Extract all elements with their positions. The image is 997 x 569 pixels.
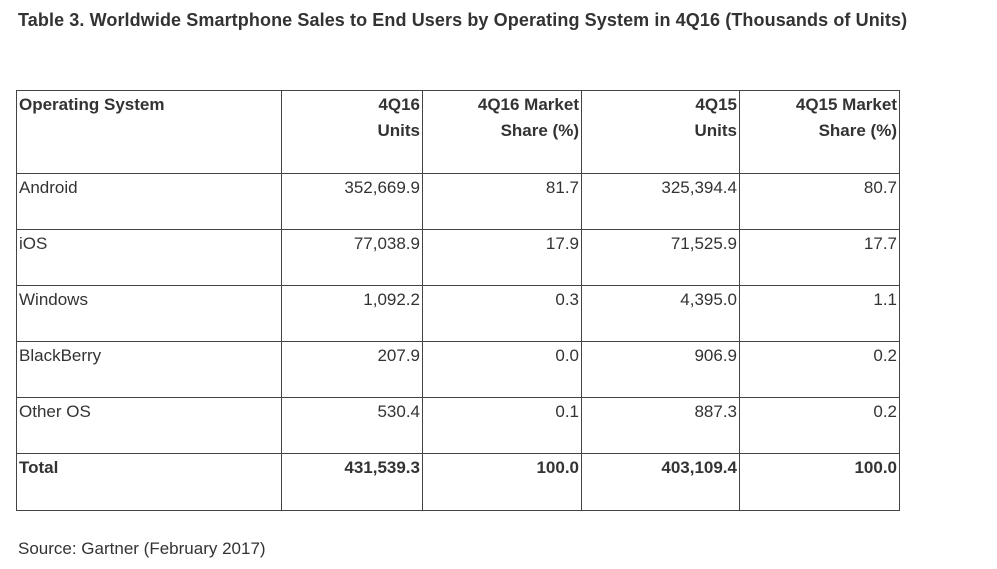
header-4q15-share-line1: 4Q15 Market bbox=[795, 95, 897, 114]
cell-4q15-units: 887.3 bbox=[581, 397, 740, 454]
header-4q16-units: 4Q16 Units bbox=[281, 90, 423, 174]
header-4q15-share: 4Q15 Market Share (%) bbox=[739, 90, 900, 174]
cell-4q16-share: 0.1 bbox=[422, 397, 582, 454]
table-row: iOS 77,038.9 17.9 71,525.9 17.7 bbox=[16, 229, 900, 286]
header-4q16-share-line1: 4Q16 Market bbox=[477, 95, 579, 114]
sales-table: Operating System 4Q16 Units 4Q16 Market Sh… bbox=[16, 90, 900, 511]
cell-total-4q16-share: 100.0 bbox=[422, 453, 582, 511]
cell-os: Windows bbox=[16, 285, 282, 342]
cell-4q16-units: 530.4 bbox=[281, 397, 423, 454]
cell-4q15-units: 71,525.9 bbox=[581, 229, 740, 286]
cell-4q16-units: 207.9 bbox=[281, 341, 423, 398]
cell-total-label: Total bbox=[16, 453, 282, 511]
cell-total-4q15-units: 403,109.4 bbox=[581, 453, 740, 511]
header-os-label: Operating System bbox=[19, 95, 165, 114]
cell-4q15-units: 906.9 bbox=[581, 341, 740, 398]
cell-os: Other OS bbox=[16, 397, 282, 454]
cell-os: iOS bbox=[16, 229, 282, 286]
cell-os: BlackBerry bbox=[16, 341, 282, 398]
cell-os: Android bbox=[16, 173, 282, 230]
cell-4q15-share: 1.1 bbox=[739, 285, 900, 342]
header-4q15-units-line2: Units bbox=[694, 121, 738, 140]
source-note: Source: Gartner (February 2017) bbox=[18, 539, 266, 558]
cell-total-4q16-units: 431,539.3 bbox=[281, 453, 423, 511]
table-title: Table 3. Worldwide Smartphone Sales to E… bbox=[18, 10, 908, 30]
cell-4q16-share: 81.7 bbox=[422, 173, 582, 230]
table-row: BlackBerry 207.9 0.0 906.9 0.2 bbox=[16, 341, 900, 398]
cell-4q15-share: 17.7 bbox=[739, 229, 900, 286]
cell-4q15-units: 4,395.0 bbox=[581, 285, 740, 342]
header-4q15-units-line1: 4Q15 bbox=[695, 95, 737, 114]
cell-4q15-share: 80.7 bbox=[739, 173, 900, 230]
cell-4q16-units: 352,669.9 bbox=[281, 173, 423, 230]
header-4q16-units-line2: Units bbox=[377, 121, 421, 140]
cell-total-4q15-share: 100.0 bbox=[739, 453, 900, 511]
header-row: Operating System 4Q16 Units 4Q16 Market Sh… bbox=[16, 90, 900, 174]
table-row: Other OS 530.4 0.1 887.3 0.2 bbox=[16, 397, 900, 454]
cell-4q15-share: 0.2 bbox=[739, 341, 900, 398]
cell-4q16-share: 17.9 bbox=[422, 229, 582, 286]
header-4q15-units: 4Q15 Units bbox=[581, 90, 740, 174]
total-row: Total 431,539.3 100.0 403,109.4 100.0 bbox=[16, 453, 900, 511]
table-row: Windows 1,092.2 0.3 4,395.0 1.1 bbox=[16, 285, 900, 342]
cell-4q16-units: 1,092.2 bbox=[281, 285, 423, 342]
cell-4q16-share: 0.3 bbox=[422, 285, 582, 342]
table-row: Android 352,669.9 81.7 325,394.4 80.7 bbox=[16, 173, 900, 230]
cell-4q15-share: 0.2 bbox=[739, 397, 900, 454]
header-4q15-share-line2: Share (%) bbox=[818, 121, 897, 140]
cell-4q15-units: 325,394.4 bbox=[581, 173, 740, 230]
cell-4q16-share: 0.0 bbox=[422, 341, 582, 398]
header-operating-system: Operating System bbox=[16, 90, 282, 174]
header-4q16-units-line1: 4Q16 bbox=[378, 95, 420, 114]
header-4q16-share-line2: Share (%) bbox=[500, 121, 579, 140]
cell-4q16-units: 77,038.9 bbox=[281, 229, 423, 286]
header-4q16-share: 4Q16 Market Share (%) bbox=[422, 90, 582, 174]
